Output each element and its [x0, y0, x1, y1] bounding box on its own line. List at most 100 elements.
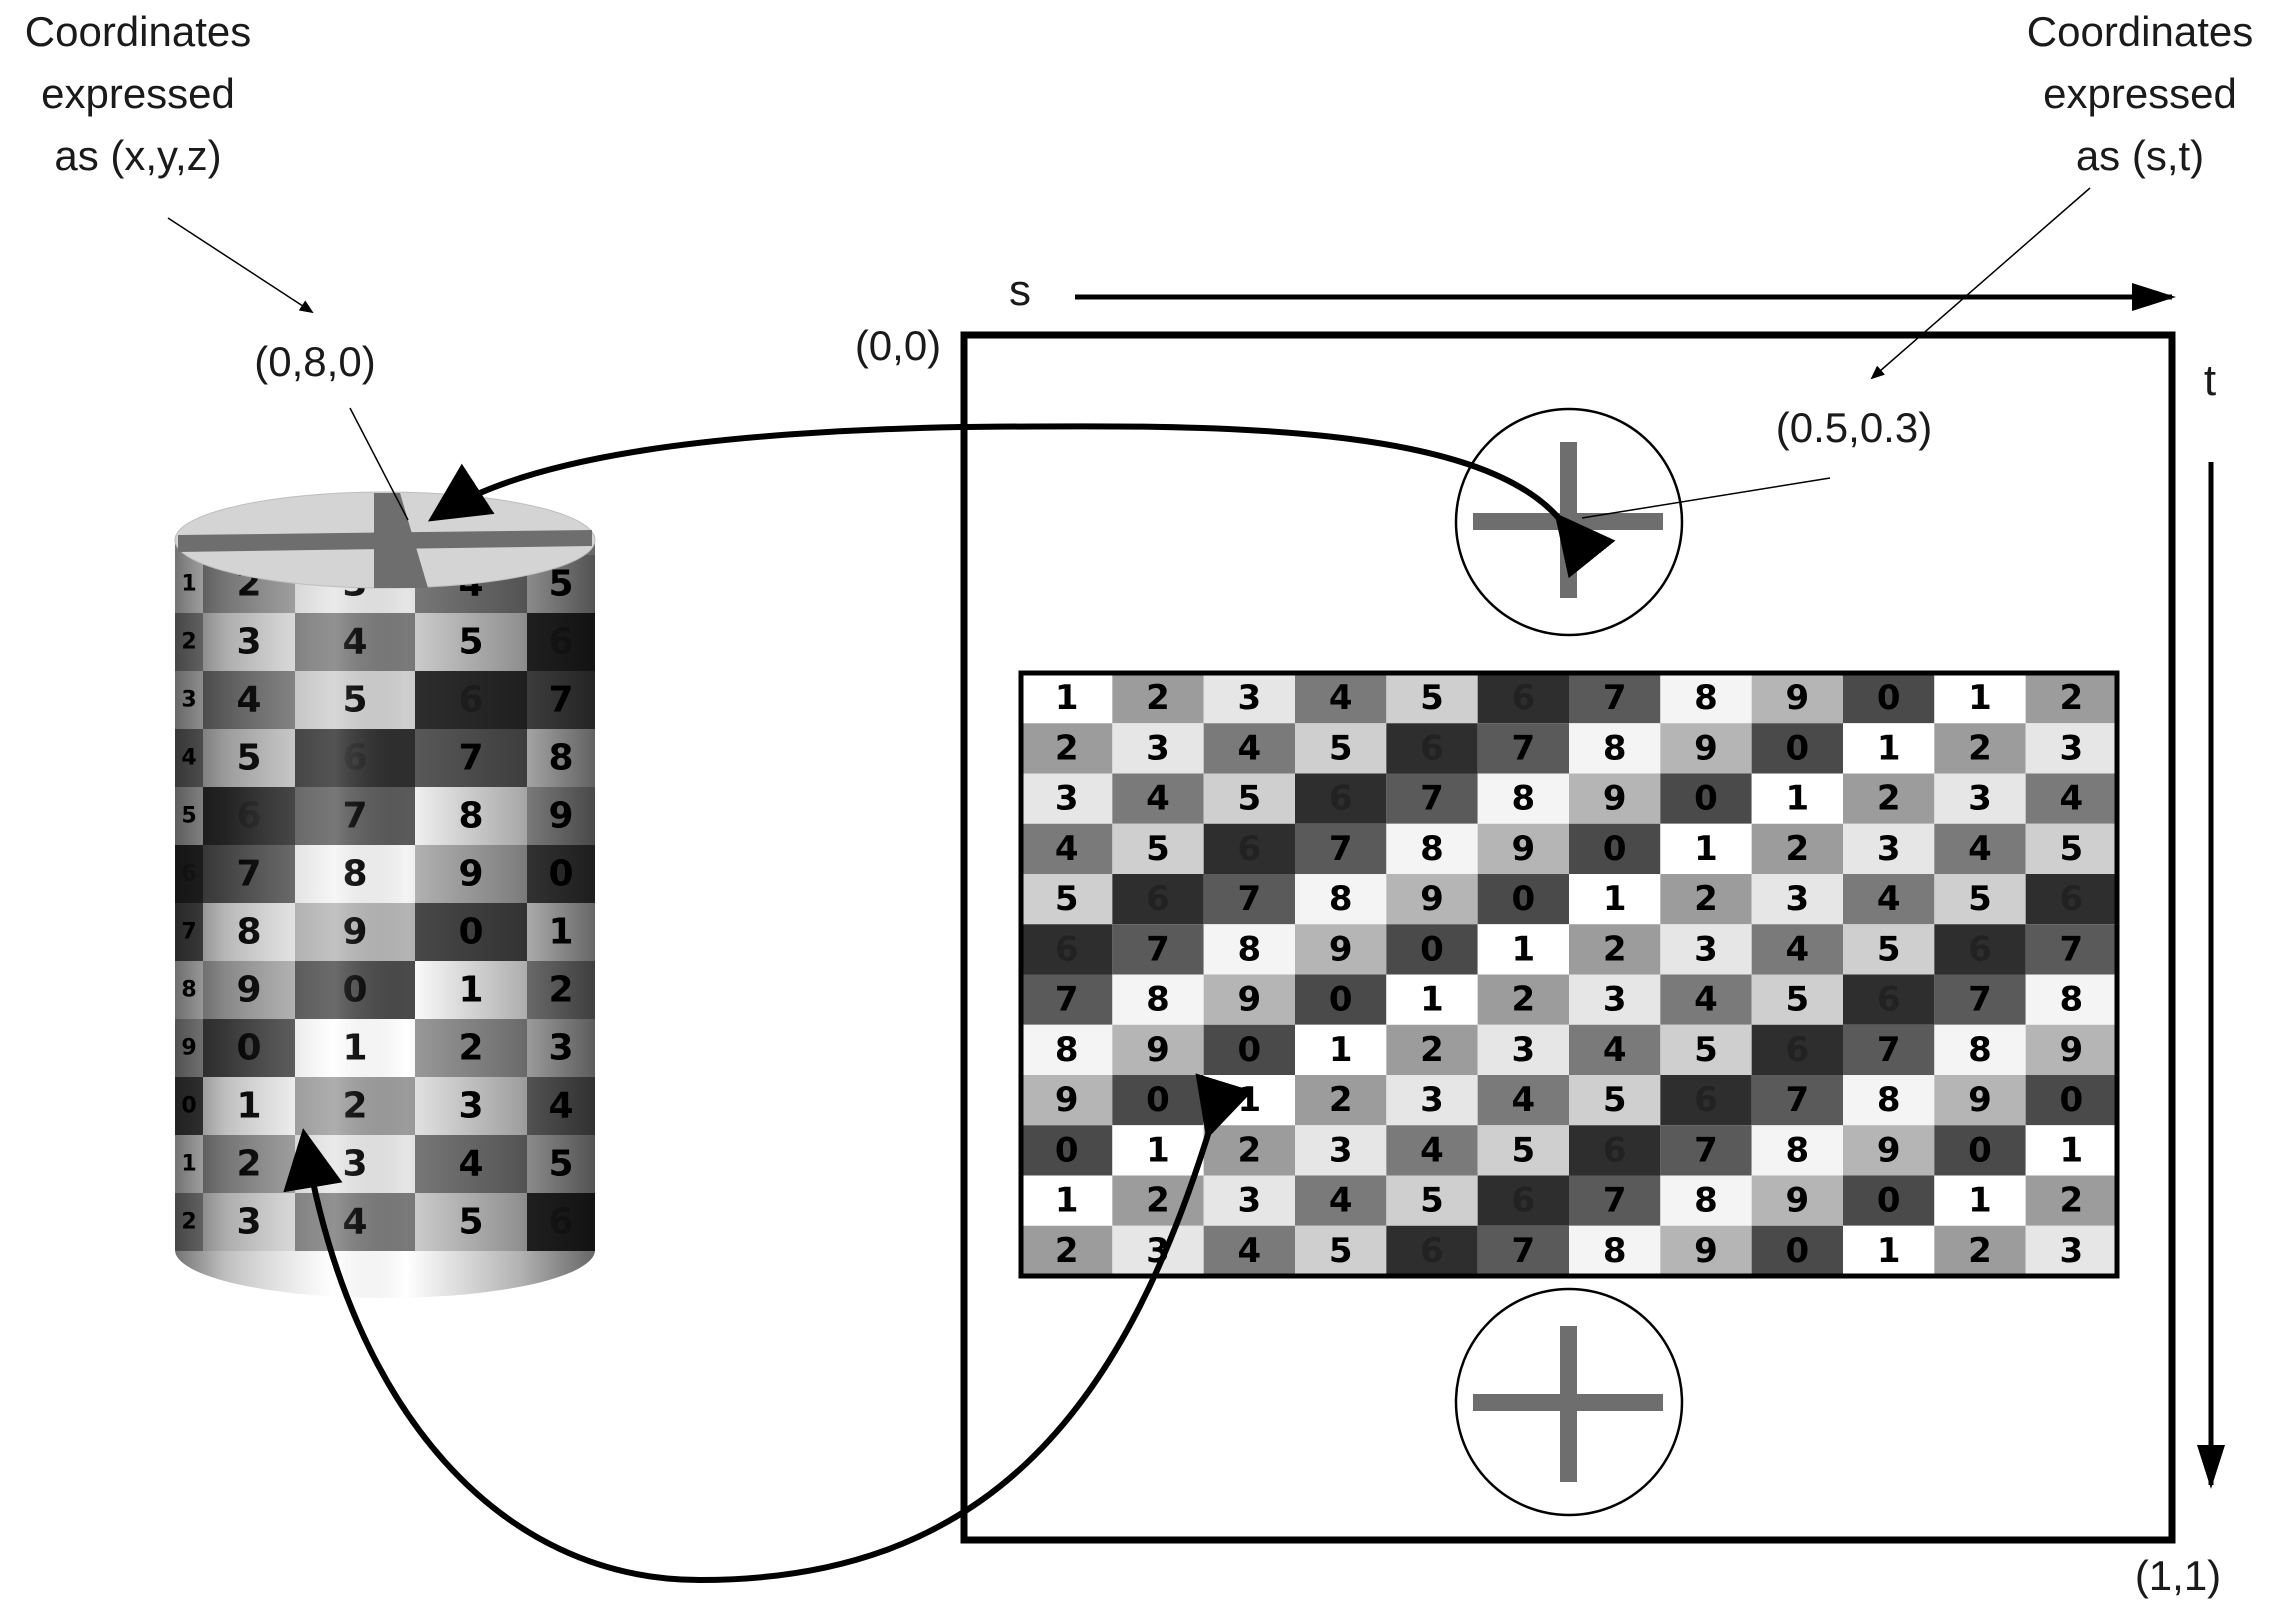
texture-cell — [1386, 773, 1478, 824]
texture-cell-digit: 5 — [1237, 779, 1261, 819]
texture-cell — [1843, 673, 1935, 724]
texture-cell — [1112, 1024, 1204, 1075]
texture-cell-digit: 6 — [1420, 728, 1444, 768]
texture-cell-digit: 9 — [1877, 1130, 1901, 1170]
texture-cell-digit: 2 — [1237, 1130, 1261, 1170]
st-caption-pointer — [1870, 187, 2091, 380]
texture-cell-digit: 2 — [1877, 779, 1901, 819]
texture-cell-digit: 1 — [1329, 1030, 1353, 1070]
texture-cell — [1386, 1175, 1478, 1226]
texture-cell — [1843, 924, 1935, 975]
texture-cell-digit: 7 — [1694, 1130, 1718, 1170]
texture-cell-digit: 4 — [1877, 879, 1901, 919]
texture-cell-digit: 7 — [1146, 929, 1170, 969]
texture-cell — [1477, 823, 1569, 874]
texture-cell-digit: 5 — [1146, 829, 1170, 869]
texture-cell-digit: 9 — [1694, 1231, 1718, 1271]
texture-cell-digit: 2 — [1785, 829, 1809, 869]
texture-cell-digit: 9 — [1603, 779, 1627, 819]
texture-image: 1 2 3 4 5 6 7 8 9 0 1 2 2 3 4 5 6 7 8 9 0 1 2 3 3 4 5 6 7 8 9 0 1 2 3 4 4 5 6 7… — [1021, 673, 2117, 1276]
texture-cell-digit: 0 — [1785, 728, 1809, 768]
texture-cell-digit: 1 — [1694, 829, 1718, 869]
st-caption-line-1: Coordinates — [2027, 8, 2253, 55]
texture-cell-digit: 0 — [1877, 678, 1901, 718]
texture-cell — [1569, 874, 1661, 925]
texture-cell — [1751, 673, 1843, 724]
texture-cell-digit: 2 — [1603, 929, 1627, 969]
texture-cell — [2025, 1225, 2117, 1276]
texture-cell — [2025, 773, 2117, 824]
texture-cell-digit: 2 — [1146, 1181, 1170, 1221]
texture-cell — [2025, 974, 2117, 1025]
texture-cell — [1843, 773, 1935, 824]
texture-cell-digit: 2 — [1968, 728, 1992, 768]
texture-cell — [1295, 924, 1387, 975]
texture-cell — [1751, 874, 1843, 925]
texture-cell — [1386, 1075, 1478, 1126]
texture-cell — [1843, 1125, 1935, 1176]
texture-cell-digit: 8 — [1694, 678, 1718, 718]
texture-cell — [1660, 1125, 1752, 1176]
texture-cell — [1569, 1075, 1661, 1126]
texture-cell — [1477, 874, 1569, 925]
texture-cell — [2025, 924, 2117, 975]
texture-cell-digit: 2 — [1968, 1231, 1992, 1271]
texture-cell-digit: 8 — [1968, 1030, 1992, 1070]
texture-cell-digit: 5 — [1877, 929, 1901, 969]
texture-cell — [1021, 773, 1113, 824]
bottom-cross-marker — [1454, 1287, 1684, 1517]
texture-cell — [1386, 874, 1478, 925]
texture-cell — [1934, 974, 2026, 1025]
texture-cell-digit: 4 — [1237, 728, 1261, 768]
texture-cell-digit: 3 — [1146, 728, 1170, 768]
texture-cell — [1751, 924, 1843, 975]
texture-cell — [1843, 723, 1935, 774]
texture-cell-digit: 0 — [1968, 1130, 1992, 1170]
texture-cell-digit: 3 — [1603, 980, 1627, 1020]
texture-cell — [1203, 773, 1295, 824]
texture-cell-digit: 0 — [1329, 980, 1353, 1020]
texture-cell-digit: 0 — [1237, 1030, 1261, 1070]
texture-cell — [1021, 924, 1113, 975]
texture-space-frame — [960, 331, 2176, 1544]
texture-cell — [1203, 823, 1295, 874]
texture-cell-digit: 4 — [1329, 1181, 1353, 1221]
texture-image-border — [1018, 670, 2120, 1279]
texture-cell — [1203, 723, 1295, 774]
texture-cell — [1295, 823, 1387, 874]
texture-cell-digit: 4 — [1146, 779, 1170, 819]
texture-cell-digit: 7 — [1055, 980, 1079, 1020]
texture-cell — [1843, 1225, 1935, 1276]
texture-cell-digit: 9 — [1420, 879, 1444, 919]
texture-cell — [2025, 723, 2117, 774]
texture-cell — [1660, 673, 1752, 724]
mapping-arrow-top — [427, 423, 1616, 579]
texture-cell-digit: 2 — [1055, 1231, 1079, 1271]
texture-cell-digit: 9 — [1329, 929, 1353, 969]
texture-cell — [1934, 924, 2026, 975]
texture-cell — [1843, 1024, 1935, 1075]
texture-cell-digit: 8 — [2059, 980, 2083, 1020]
texture-cell-digit: 5 — [1785, 980, 1809, 1020]
texture-cell — [1295, 974, 1387, 1025]
texture-cell — [1843, 823, 1935, 874]
texture-cell — [1569, 924, 1661, 975]
texture-cell-digit: 5 — [1420, 678, 1444, 718]
texture-cell-digit: 2 — [1511, 980, 1535, 1020]
texture-cell — [1386, 974, 1478, 1025]
texture-cell — [1660, 874, 1752, 925]
texture-cell — [1477, 1024, 1569, 1075]
texture-cell-digit: 7 — [1785, 1080, 1809, 1120]
texture-cell-digit: 4 — [1329, 678, 1353, 718]
texture-cell — [1021, 874, 1113, 925]
texture-cell — [1021, 723, 1113, 774]
texture-cell-digit: 9 — [1694, 728, 1718, 768]
texture-cell — [1934, 1125, 2026, 1176]
texture-cell-digit: 7 — [1511, 1231, 1535, 1271]
texture-cell-digit: 2 — [1420, 1030, 1444, 1070]
texture-cell-digit: 6 — [1785, 1030, 1809, 1070]
texture-cell-digit: 2 — [2059, 1181, 2083, 1221]
texture-cell-digit: 8 — [1694, 1181, 1718, 1221]
s-axis-label: s — [1009, 266, 1031, 315]
